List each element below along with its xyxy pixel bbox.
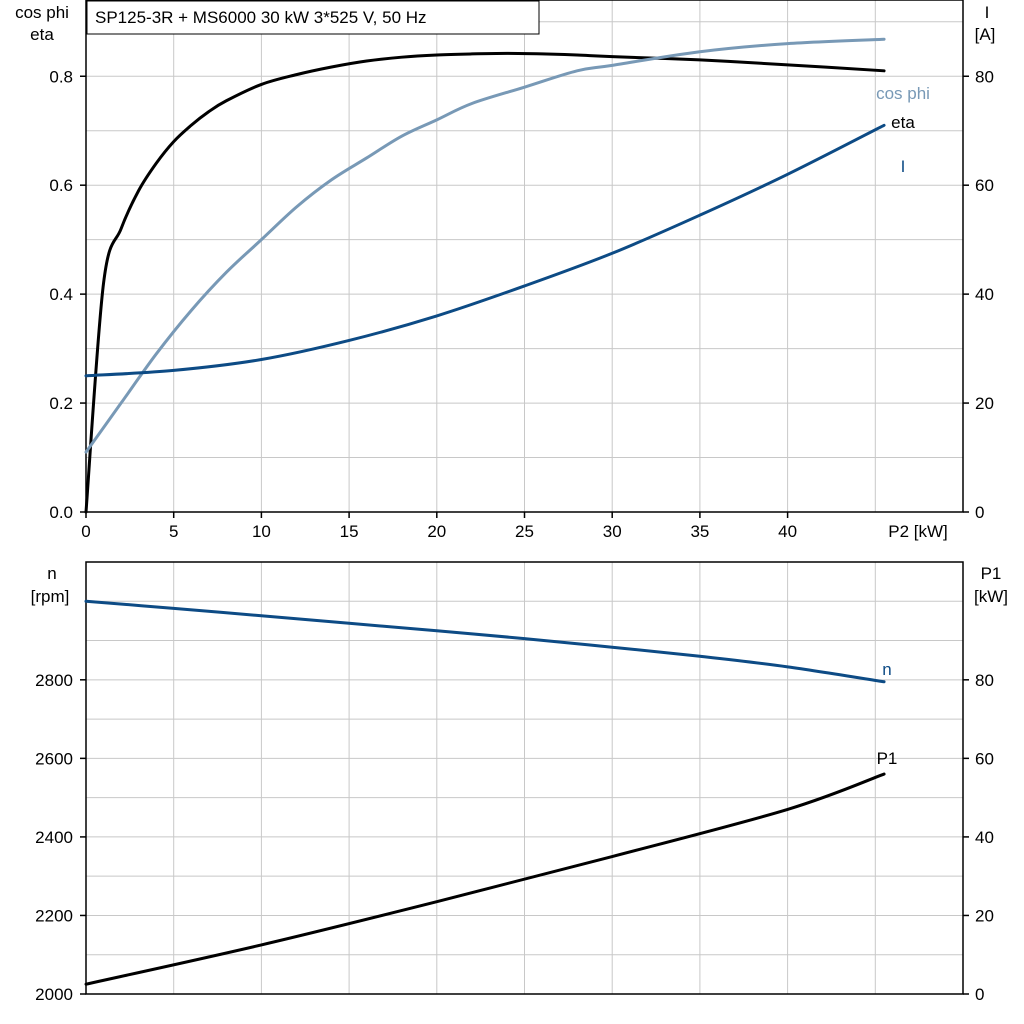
series-label-p1: P1 — [877, 749, 898, 768]
x-tick-label: 0 — [81, 522, 90, 541]
y-left-label-cosphi: cos phi — [15, 3, 69, 22]
upper-chart-panel: 0 5 10 15 20 25 30 35 40 0.0 0.2 0.4 0.6 0.8 0 20 40 60… — [15, 0, 995, 541]
y-left-label-eta: eta — [30, 25, 54, 44]
chart-title: SP125-3R + MS6000 30 kW 3*525 V, 50 Hz — [95, 8, 427, 27]
lower-series — [84, 599, 886, 986]
left-tick-label: 2200 — [35, 906, 73, 925]
lower-plot-frame — [85, 561, 964, 995]
right-tick-label: 60 — [975, 749, 994, 768]
series-label-eta: eta — [891, 113, 915, 132]
y-right-label-p1: P1 — [981, 564, 1002, 583]
y-left-label-n: n — [47, 564, 56, 583]
series-line-n — [84, 599, 886, 684]
x-tick-label: 35 — [690, 522, 709, 541]
right-tick-label: 0 — [975, 985, 984, 1004]
right-tick-label: 40 — [975, 285, 994, 304]
right-tick-label: 0 — [975, 503, 984, 522]
right-tick-label: 80 — [975, 671, 994, 690]
upper-right-ticks: 0 20 40 60 80 — [963, 67, 994, 522]
series-line-eta — [84, 51, 886, 514]
y-right-label-unit-kw: [kW] — [974, 587, 1008, 606]
lower-chart-panel: 2000 2200 2400 2600 2800 0 20 40 60 80 n [rpm] P… — [31, 561, 1008, 1004]
x-tick-label: 40 — [778, 522, 797, 541]
right-tick-label: 60 — [975, 176, 994, 195]
left-tick-label: 2000 — [35, 985, 73, 1004]
lower-left-ticks: 2000 2200 2400 2600 2800 — [35, 671, 86, 1004]
right-tick-label: 40 — [975, 828, 994, 847]
lower-gridlines — [86, 562, 963, 994]
series-label-i: I — [901, 157, 906, 176]
upper-left-ticks: 0.0 0.2 0.4 0.6 0.8 — [49, 67, 86, 522]
upper-series — [84, 37, 886, 514]
right-tick-label: 20 — [975, 906, 994, 925]
right-tick-label: 80 — [975, 67, 994, 86]
upper-x-ticks: 0 5 10 15 20 25 30 35 40 — [81, 512, 797, 541]
x-axis-label: P2 [kW] — [888, 522, 948, 541]
upper-gridlines — [86, 0, 963, 512]
x-tick-label: 30 — [603, 522, 622, 541]
x-tick-label: 15 — [340, 522, 359, 541]
chart-title-box — [86, 0, 540, 35]
x-tick-label: 20 — [427, 522, 446, 541]
left-tick-label: 0.0 — [49, 503, 73, 522]
series-line-p1 — [84, 772, 886, 986]
series-line-cos-phi — [84, 37, 886, 454]
right-tick-label: 20 — [975, 394, 994, 413]
left-tick-label: 0.2 — [49, 394, 73, 413]
series-label-n: n — [882, 660, 891, 679]
x-tick-label: 10 — [252, 522, 271, 541]
left-tick-label: 0.6 — [49, 176, 73, 195]
y-left-label-unit-rpm: [rpm] — [31, 587, 70, 606]
y-right-label-i: I — [985, 3, 990, 22]
left-tick-label: 2400 — [35, 828, 73, 847]
y-right-label-unit-a: [A] — [975, 25, 996, 44]
left-tick-label: 0.8 — [49, 67, 73, 86]
series-line-i — [84, 123, 886, 378]
left-tick-label: 0.4 — [49, 285, 73, 304]
left-tick-label: 2600 — [35, 749, 73, 768]
series-label-cosphi: cos phi — [876, 84, 930, 103]
lower-right-ticks: 0 20 40 60 80 — [963, 671, 994, 1004]
left-tick-label: 2800 — [35, 671, 73, 690]
x-tick-label: 5 — [169, 522, 178, 541]
x-tick-label: 25 — [515, 522, 534, 541]
